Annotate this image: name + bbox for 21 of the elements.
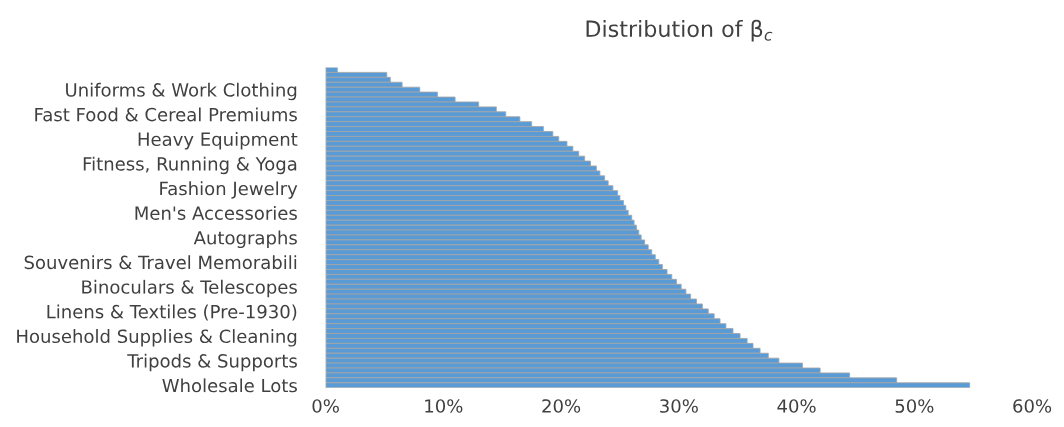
x-tick-label: 0% [312,399,339,413]
y-tick-label: Men's Accessories [135,205,297,220]
y-tick-label: Fast Food & Cereal Premiums [35,107,297,122]
y-tick-label: Fashion Jewelry [160,181,298,199]
x-tick-label: 30% [660,399,698,413]
x-tick-label: 10% [425,399,463,413]
y-tick-label: Fitness, Running & Yoga [83,156,297,175]
y-tick-label: Household Supplies & Cleaning [17,329,297,347]
x-tick-label: 20% [542,399,581,413]
y-tick-label: Wholesale Lots [162,378,297,393]
y-tick-label: Autographs [193,230,297,249]
x-tick-label: 50% [895,399,934,413]
x-tick-label: 60% [1013,399,1052,413]
y-tick-label: Souvenirs & Travel Memorabili [24,255,297,270]
y-tick-label: Heavy Equipment [138,132,298,150]
y-tick-label: Tripods & Supports [127,353,297,372]
y-tick-label: Binoculars & Telescopes [82,279,297,298]
y-tick-label: Linens & Textiles (Pre-1930) [47,304,297,321]
x-tick-label: 40% [777,399,816,413]
y-tick-label: Uniforms & Work Clothing [66,82,297,101]
chart-title: Distribution of β$_{c}$ [586,19,773,42]
